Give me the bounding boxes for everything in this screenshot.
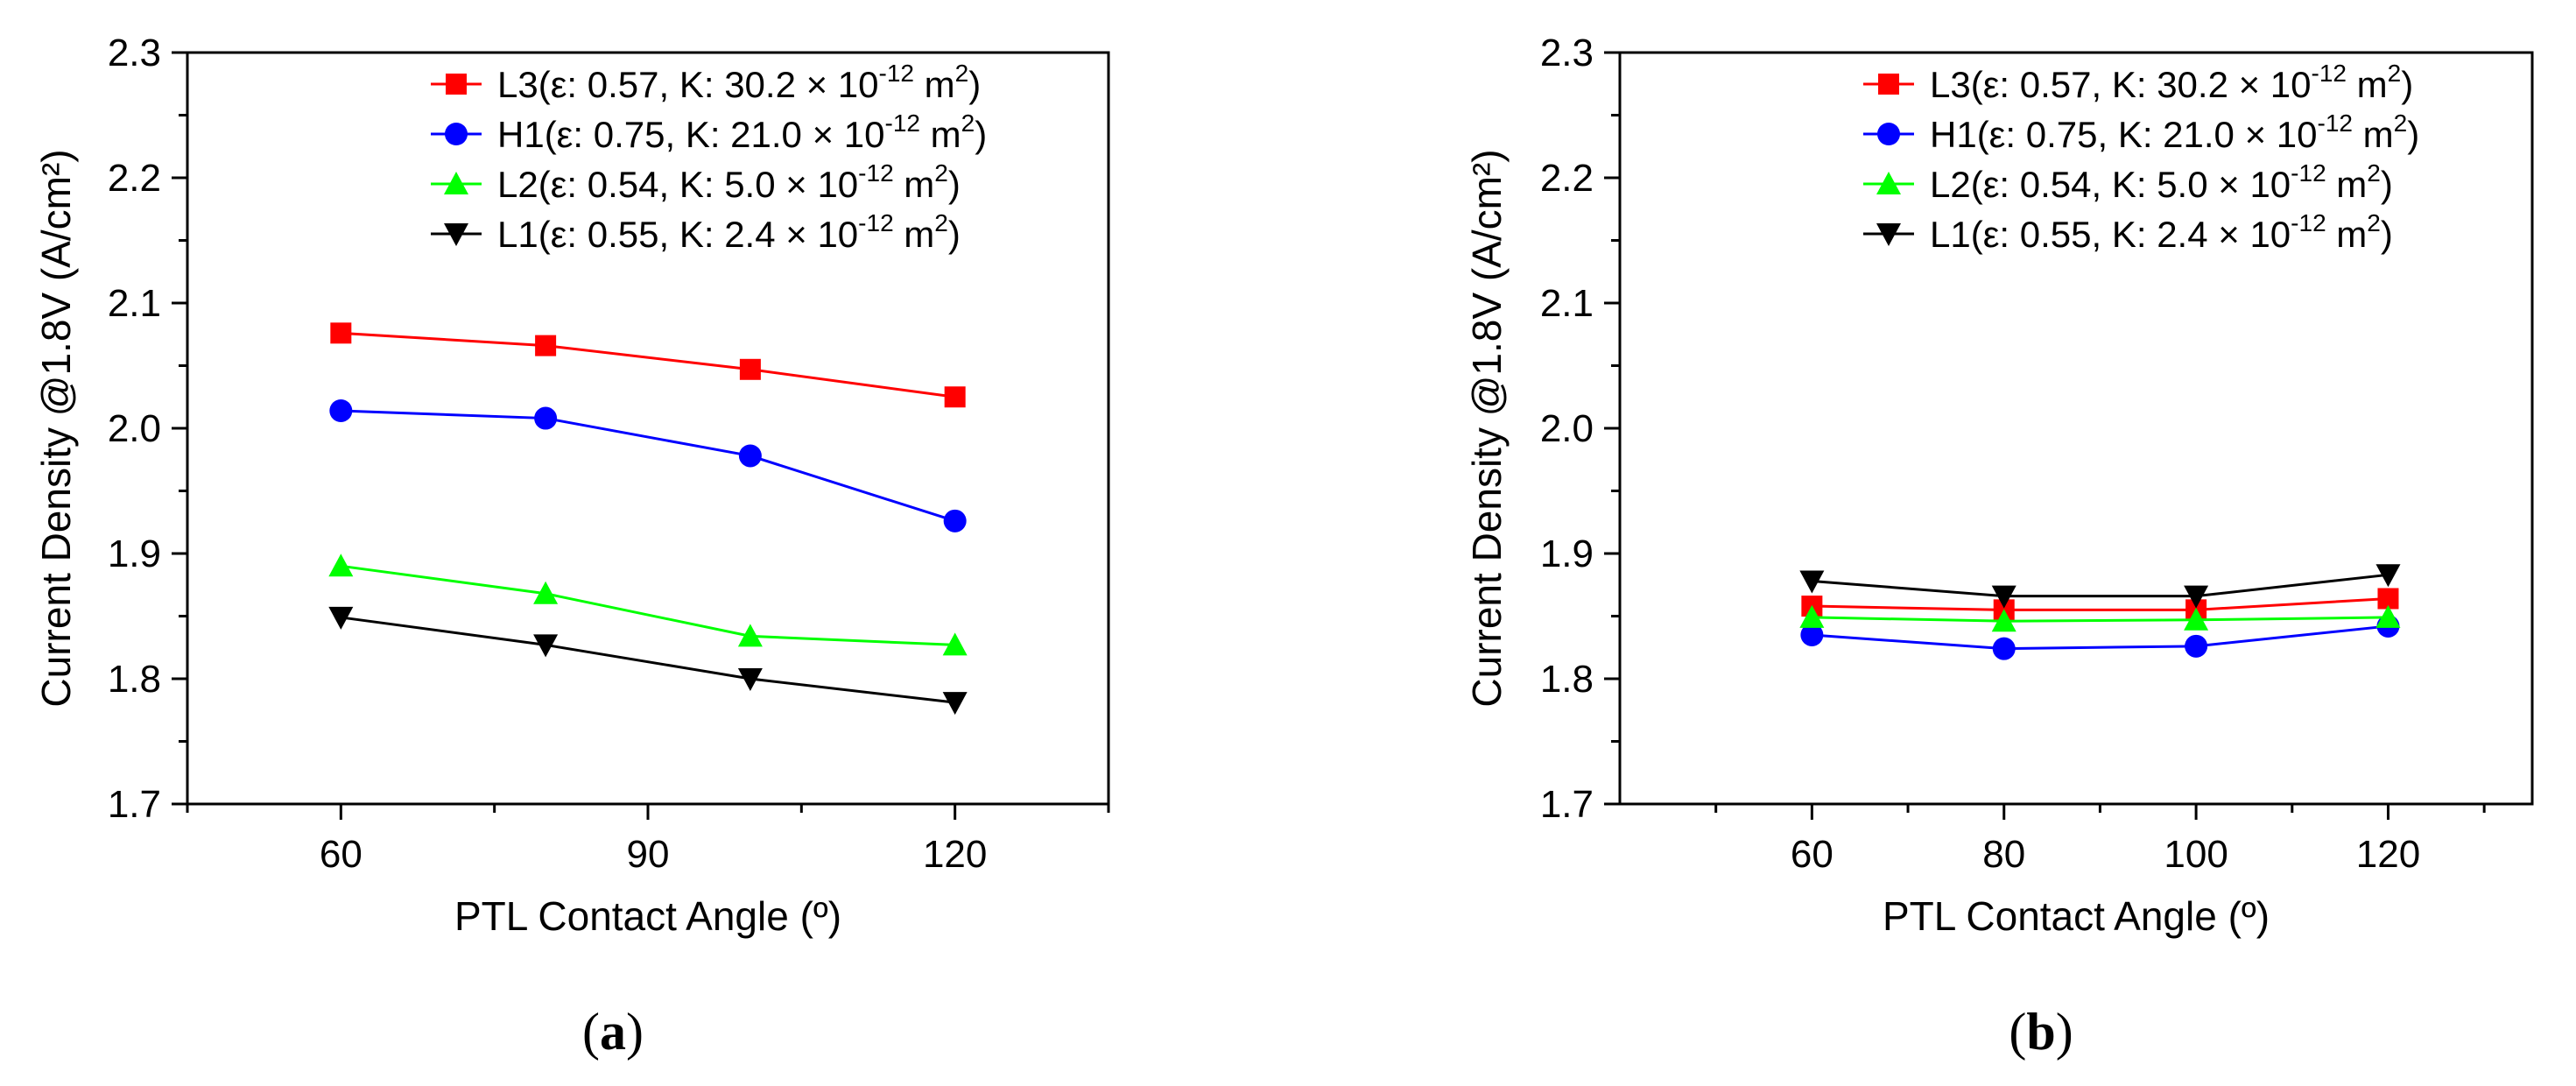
y-tick-label: 1.9 <box>108 532 161 575</box>
data-point <box>535 335 557 356</box>
legend-entry: L3(ε: 0.57, K: 30.2 × 10-12 m2) <box>497 60 981 105</box>
data-point <box>2184 585 2209 609</box>
x-tick-label: 90 <box>627 833 670 876</box>
series-line-l2 <box>1812 616 2389 623</box>
panel-a: 1.7 1.8 1.9 2.0 2.1 2.2 2.3 60 90 120 PTL Contact … <box>33 32 1110 1061</box>
y-tick-label: 1.8 <box>1540 658 1594 701</box>
series-line-l1 <box>341 616 955 704</box>
series-line-h1 <box>341 409 956 523</box>
legend-entry: L1(ε: 0.55, K: 2.4 × 10-12 m2) <box>497 209 961 255</box>
y-tick-label: 1.8 <box>108 658 161 701</box>
legend: L3(ε: 0.57, K: 30.2 × 10-12 m2)H1(ε: 0.7… <box>1863 60 2419 255</box>
data-point <box>1991 585 2016 609</box>
x-tick-label: 60 <box>320 833 362 876</box>
legend-marker <box>446 74 467 95</box>
data-point <box>944 386 966 408</box>
x-tick-label: 100 <box>2164 833 2228 876</box>
data-point <box>2375 564 2401 588</box>
data-point <box>1800 623 1824 646</box>
y-tick-label: 2.3 <box>108 32 161 74</box>
data-point <box>2185 634 2208 658</box>
x-tick-label: 120 <box>2356 833 2420 876</box>
data-point <box>943 509 967 532</box>
series-line-l1 <box>1812 573 2389 598</box>
data-point <box>942 692 968 716</box>
y-tick-label: 2.1 <box>108 282 161 325</box>
legend-marker <box>444 172 468 194</box>
data-point <box>739 358 761 380</box>
x-tick-label: 60 <box>1791 833 1833 876</box>
data-point <box>533 634 559 658</box>
data-point <box>2184 607 2209 631</box>
x-tick-label: 80 <box>1982 833 2025 876</box>
legend-entry: L2(ε: 0.54, K: 5.0 × 10-12 m2) <box>1930 159 2393 205</box>
legend-marker <box>445 123 468 145</box>
y-tick-label: 2.0 <box>1540 407 1594 450</box>
data-point <box>942 632 968 656</box>
y-tick-label: 2.1 <box>1540 282 1594 325</box>
y-tick-label: 2.2 <box>1540 157 1594 200</box>
legend-marker <box>1876 223 1901 246</box>
legend: L3(ε: 0.57, K: 30.2 × 10-12 m2)H1(ε: 0.7… <box>431 60 987 255</box>
data-point <box>2375 604 2401 628</box>
y-tick-label: 2.3 <box>1540 32 1594 74</box>
legend-marker <box>444 223 468 246</box>
panel-label: (b) <box>2009 1003 2073 1061</box>
data-point <box>533 581 559 604</box>
x-axis-label: PTL Contact Angle (º) <box>454 893 841 939</box>
data-point <box>737 668 763 691</box>
y-tick-label: 1.7 <box>108 783 161 826</box>
panel-label: (a) <box>582 1003 644 1061</box>
y-axis-label: Current Density @1.8V (A/cm²) <box>1464 149 1510 707</box>
panel-b: 1.7 1.8 1.9 2.0 2.1 2.2 2.3 60 80 100 120 PTL Conta… <box>1464 32 2534 1061</box>
legend-entry: L2(ε: 0.54, K: 5.0 × 10-12 m2) <box>497 159 961 205</box>
data-point <box>328 606 354 630</box>
data-point <box>534 406 558 430</box>
series-line-h1 <box>1812 624 2389 651</box>
data-point <box>738 444 762 468</box>
legend-entry: H1(ε: 0.75, K: 21.0 × 10-12 m2) <box>497 109 987 155</box>
y-tick-label: 1.9 <box>1540 532 1594 575</box>
x-axis-label: PTL Contact Angle (º) <box>1883 893 2270 939</box>
x-tick-label: 120 <box>923 833 987 876</box>
y-tick-label: 2.0 <box>108 407 161 450</box>
data-point <box>329 398 353 422</box>
legend-marker <box>1877 123 1900 145</box>
y-axis-label: Current Density @1.8V (A/cm²) <box>33 149 79 707</box>
y-tick-label: 1.7 <box>1540 783 1594 826</box>
data-point <box>737 624 763 647</box>
legend-entry: H1(ε: 0.75, K: 21.0 × 10-12 m2) <box>1930 109 2419 155</box>
data-point <box>1992 637 2016 660</box>
legend-marker <box>1876 172 1901 194</box>
data-point <box>1991 609 2016 632</box>
y-tick-label: 2.2 <box>108 157 161 200</box>
series-line-l3 <box>1812 596 2389 611</box>
data-point <box>330 322 352 344</box>
data-point <box>1799 570 1825 594</box>
data-point <box>328 554 354 577</box>
legend-entry: L3(ε: 0.57, K: 30.2 × 10-12 m2) <box>1930 60 2413 105</box>
legend-marker <box>1878 74 1899 95</box>
legend-entry: L1(ε: 0.55, K: 2.4 × 10-12 m2) <box>1930 209 2393 255</box>
series-line-l2 <box>341 564 955 646</box>
series-line-l3 <box>341 331 955 398</box>
data-point <box>1799 604 1825 628</box>
